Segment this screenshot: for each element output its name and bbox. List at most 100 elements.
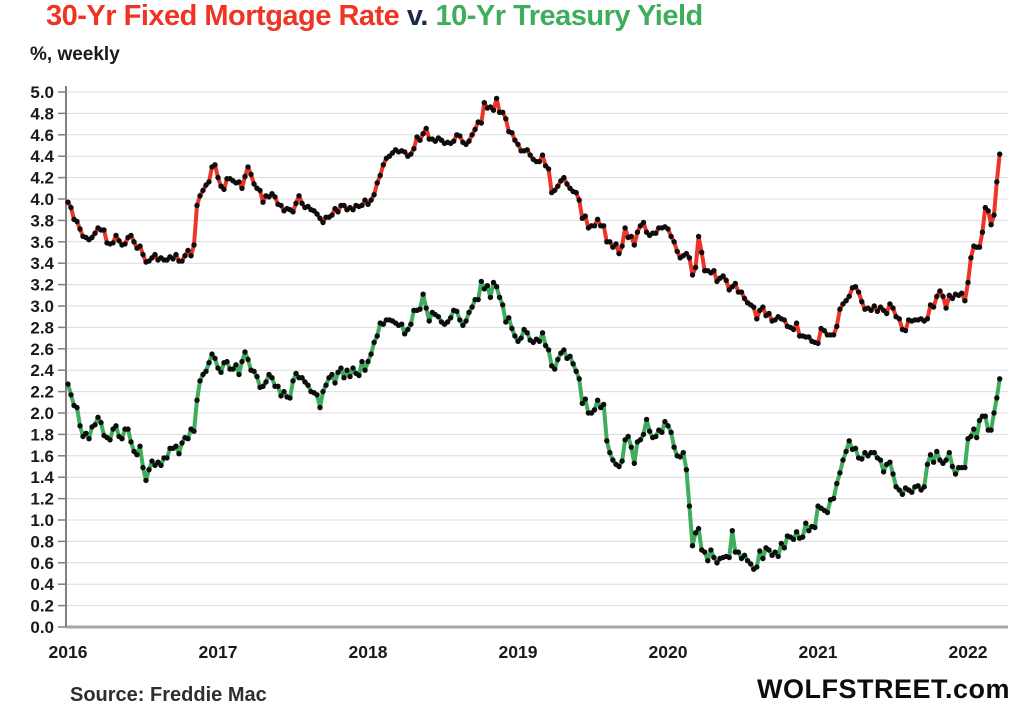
data-point-marker (417, 306, 423, 312)
data-point-marker (576, 376, 582, 382)
data-point-marker (924, 316, 931, 322)
data-point-marker (515, 141, 521, 148)
data-point-marker (215, 365, 221, 371)
data-point-marker (616, 250, 622, 257)
data-point-marker (338, 365, 344, 371)
data-point-marker (134, 452, 140, 458)
data-point-marker (692, 530, 699, 536)
data-point-marker (843, 298, 849, 304)
data-point-marker (965, 279, 971, 286)
data-point-marker (194, 202, 200, 209)
data-point-marker (665, 423, 671, 429)
data-point-marker (834, 480, 840, 487)
data-point-marker (723, 277, 729, 283)
data-point-marker (662, 418, 668, 425)
x-tick-label: 2019 (499, 642, 538, 662)
data-point-marker (616, 463, 622, 470)
data-point-marker (640, 219, 647, 226)
data-point-marker (460, 322, 466, 328)
data-point-marker (852, 284, 859, 290)
data-point-marker (200, 187, 206, 194)
data-point-marker (98, 419, 104, 426)
data-point-marker (490, 279, 497, 286)
data-point-marker (206, 360, 212, 366)
data-point-marker (290, 209, 296, 215)
data-point-marker (607, 449, 613, 456)
data-point-marker (402, 149, 408, 155)
data-point-marker (113, 232, 119, 239)
data-point-marker (74, 404, 80, 411)
data-point-marker (846, 293, 852, 300)
data-point-marker (457, 317, 463, 323)
data-point-marker (843, 448, 849, 455)
data-point-marker (868, 307, 874, 313)
data-point-marker (821, 327, 827, 334)
data-point-marker (634, 229, 641, 235)
data-point-marker (852, 445, 859, 451)
data-point-marker (89, 234, 95, 241)
data-point-marker (299, 375, 305, 381)
data-point-marker (185, 436, 191, 442)
data-point-marker (699, 249, 705, 256)
y-tick-label: 2.6 (30, 340, 54, 359)
data-point-marker (320, 388, 326, 395)
data-point-marker (92, 422, 98, 428)
data-point-marker (344, 367, 350, 373)
data-point-marker (940, 293, 946, 300)
data-point-marker (720, 273, 726, 279)
data-point-marker (994, 179, 1000, 185)
data-point-marker (859, 299, 865, 305)
data-point-marker (887, 301, 893, 307)
data-point-marker (500, 109, 506, 116)
data-point-marker (591, 223, 598, 229)
data-point-marker (481, 100, 487, 106)
data-point-marker (909, 489, 915, 495)
y-tick-label: 3.2 (30, 276, 54, 295)
data-point-marker (493, 284, 500, 290)
data-point-marker (899, 491, 906, 497)
data-point-marker (224, 358, 230, 365)
data-point-marker (619, 243, 625, 249)
data-point-marker (751, 304, 757, 310)
data-point-marker (451, 138, 457, 144)
data-point-marker (702, 549, 708, 555)
data-point-marker (772, 549, 778, 555)
data-point-marker (362, 367, 368, 373)
data-point-marker (552, 366, 558, 372)
data-point-marker (711, 268, 717, 274)
data-point-marker (729, 528, 735, 534)
x-tick-label: 2021 (799, 642, 838, 662)
data-point-marker (552, 187, 558, 194)
data-point-marker (518, 335, 524, 341)
data-point-marker (170, 256, 176, 262)
data-point-marker (555, 356, 561, 363)
data-point-marker (871, 303, 877, 309)
data-point-marker (131, 239, 137, 245)
data-point-marker (194, 397, 200, 403)
data-point-marker (997, 151, 1003, 157)
y-tick-label: 3.8 (30, 211, 54, 230)
data-point-marker (927, 452, 934, 458)
data-point-marker (976, 244, 983, 250)
data-point-marker (209, 351, 215, 357)
data-point-marker (962, 298, 968, 304)
data-point-marker (976, 417, 983, 424)
data-point-marker (680, 449, 686, 456)
data-point-marker (732, 280, 738, 287)
data-point-marker (668, 429, 674, 435)
data-point-marker (625, 433, 631, 440)
data-point-marker (741, 552, 748, 558)
data-point-marker (613, 241, 619, 247)
data-point-marker (359, 358, 365, 365)
data-point-marker (555, 183, 561, 189)
data-point-marker (335, 369, 341, 375)
data-point-marker (260, 199, 266, 205)
data-point-marker (248, 171, 254, 178)
chart-title-treasury: 10-Yr Treasury Yield (435, 0, 703, 32)
data-point-marker (188, 253, 194, 259)
data-point-marker (790, 536, 797, 542)
y-tick-label: 0.2 (30, 597, 54, 616)
data-point-marker (637, 437, 644, 443)
data-point-marker (934, 448, 940, 455)
data-point-marker (959, 290, 965, 296)
